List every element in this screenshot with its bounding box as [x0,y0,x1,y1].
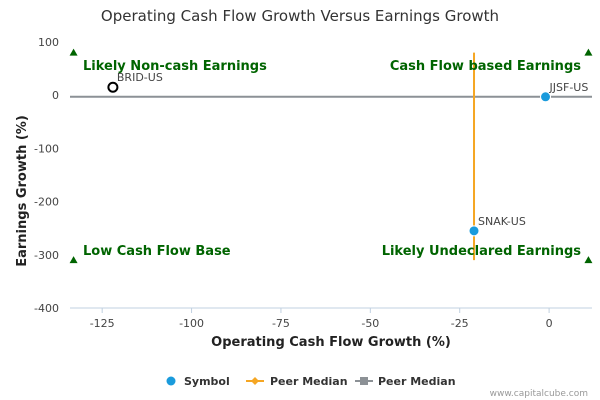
legend-label-symbol: Symbol [184,375,230,388]
x-tick-label: 0 [546,317,553,330]
legend-square-icon [360,377,368,385]
x-tick-label: -75 [272,317,290,330]
y-tick-label: -200 [34,196,59,209]
chart-title: Operating Cash Flow Growth Versus Earnin… [101,7,499,25]
quadrant-label: Cash Flow based Earnings [390,59,581,74]
y-axis-title: Earnings Growth (%) [15,115,30,267]
y-tick-label: 0 [52,89,59,102]
quadrant-label: Likely Non-cash Earnings [83,59,267,74]
data-point [107,81,119,93]
data-point-label: SNAK-US [478,215,526,228]
data-point [468,225,480,237]
x-tick-label: -125 [90,317,115,330]
legend-diamond-icon [251,377,259,385]
x-axis-title: Operating Cash Flow Growth (%) [211,335,451,350]
y-tick-label: -400 [34,302,59,315]
y-axis-ticks: 100 0 -100 -200 -300 -400 [34,36,59,315]
quadrant-labels: Likely Non-cash Earnings Cash Flow based … [83,59,581,259]
legend-symbol-marker [166,376,176,386]
quadrant-label: Low Cash Flow Base [83,244,231,259]
y-tick-label: 100 [38,36,59,49]
x-tick-label: -100 [179,317,204,330]
corner-markers [69,48,593,264]
quadrant-label: Likely Undeclared Earnings [382,244,582,259]
x-tick-label: -25 [451,317,469,330]
x-tick-label: -50 [361,317,379,330]
legend-label-peer-median: Peer Median [378,375,456,388]
triangle-marker-icon [584,48,593,56]
data-points: JJSF-US BRID-US SNAK-US [107,71,589,237]
credit-text: www.capitalcube.com [490,389,588,399]
legend[interactable]: Symbol Peer Median Peer Median [166,375,456,388]
data-point [540,91,552,103]
triangle-marker-icon [69,256,78,264]
triangle-marker-icon [584,256,593,264]
data-point-label: BRID-US [117,71,163,84]
legend-label-peer-median: Peer Median [270,375,348,388]
triangle-marker-icon [69,48,78,56]
data-point-label: JJSF-US [549,81,589,94]
y-tick-label: -100 [34,142,59,155]
y-tick-label: -300 [34,249,59,262]
x-axis-ticks: -125 -100 -75 -50 -25 0 [90,308,553,330]
